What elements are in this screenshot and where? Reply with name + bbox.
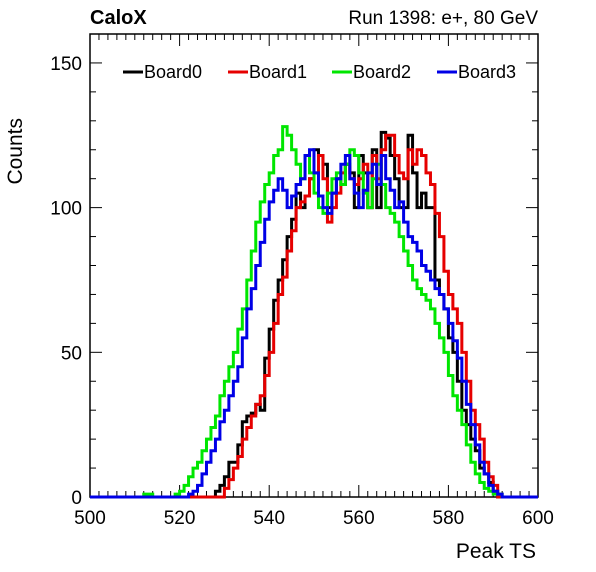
x-axis-ticks: 500 520 540 560 580 600 bbox=[74, 34, 554, 529]
x-tick-label: 520 bbox=[164, 508, 196, 529]
series-board3-line bbox=[90, 148, 538, 499]
y-tick-label: 100 bbox=[50, 199, 82, 220]
legend-label-board3: Board3 bbox=[458, 62, 516, 82]
legend-label-board0: Board0 bbox=[144, 62, 202, 82]
series-board2-line bbox=[90, 125, 538, 499]
x-tick-label: 500 bbox=[74, 508, 106, 529]
x-tick-label: 540 bbox=[253, 508, 285, 529]
x-tick-label: 560 bbox=[343, 508, 375, 529]
y-axis-ticks: 0 50 100 150 bbox=[50, 33, 538, 509]
x-tick-label: 600 bbox=[522, 508, 554, 529]
y-tick-label: 50 bbox=[61, 343, 82, 364]
series-board1-line bbox=[90, 133, 538, 499]
header-left: CaloX bbox=[90, 7, 147, 29]
y-tick-label: 0 bbox=[71, 488, 82, 509]
series-layer bbox=[90, 125, 538, 499]
header-right: Run 1398: e+, 80 GeV bbox=[348, 8, 538, 29]
legend-label-board1: Board1 bbox=[249, 62, 307, 82]
y-tick-label: 150 bbox=[50, 54, 82, 75]
legend: Board0 Board1 Board2 Board3 bbox=[123, 62, 516, 82]
legend-label-board2: Board2 bbox=[353, 62, 411, 82]
x-axis-title: Peak TS bbox=[456, 540, 536, 563]
y-axis-title: Counts bbox=[4, 118, 27, 185]
x-tick-label: 580 bbox=[433, 508, 465, 529]
